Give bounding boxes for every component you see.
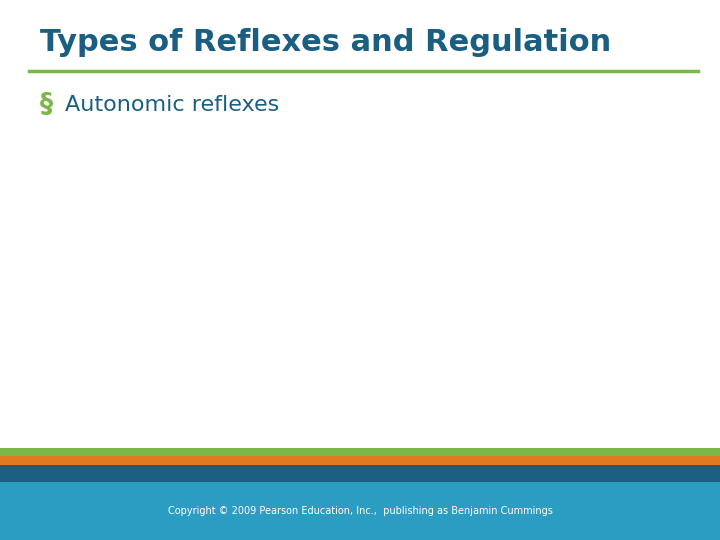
Text: Types of Reflexes and Regulation: Types of Reflexes and Regulation: [40, 28, 611, 57]
Text: Copyright © 2009 Pearson Education, Inc.,  publishing as Benjamin Cummings: Copyright © 2009 Pearson Education, Inc.…: [168, 506, 552, 516]
Text: Autonomic reflexes: Autonomic reflexes: [65, 95, 279, 116]
Bar: [0, 482, 720, 540]
Bar: [0, 465, 720, 482]
Text: §: §: [40, 92, 53, 118]
Bar: [0, 448, 720, 456]
Bar: [0, 456, 720, 465]
